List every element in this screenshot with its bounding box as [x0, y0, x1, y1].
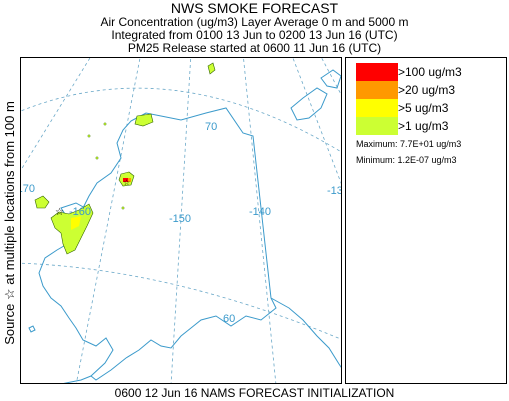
alaska-map: ☆ ☆ -170 -160 -150 -140 -130 70 60 [21, 58, 342, 383]
source-label-text: Source ☆ at multiple locations from 100 … [2, 101, 17, 345]
lon-line-150 [170, 58, 192, 383]
plume-far-north [207, 62, 216, 75]
legend-label-20: >20 ug/m3 [398, 83, 456, 97]
lon-label-160: -160 [69, 206, 91, 218]
panhandle-coast [270, 297, 341, 368]
legend-item-100: >100 ug/m3 [356, 63, 496, 81]
plume-hotspot-red [123, 178, 128, 182]
legend-item-20: >20 ug/m3 [356, 81, 496, 99]
lon-line-160 [75, 58, 141, 383]
map-panel: ☆ ☆ -170 -160 -150 -140 -130 70 60 [20, 57, 342, 384]
integration-period: Integrated from 0100 13 Jun to 0200 13 J… [111, 28, 398, 42]
concentration-subtitle: Air Concentration (ug/m3) Layer Average … [100, 15, 409, 29]
legend-panel: >100 ug/m3 >20 ug/m3 >5 ug/m3 >1 ug/m3 M… [345, 57, 507, 384]
lon-label-130: -130 [327, 185, 342, 197]
source-markers: ☆ ☆ [55, 178, 130, 218]
legend-item-1: >1 ug/m3 [356, 117, 496, 135]
aleutian-chain [63, 375, 92, 383]
lat-label-70: 70 [205, 121, 217, 133]
arctic-island [320, 69, 341, 89]
legend-label-5: >5 ug/m3 [398, 101, 449, 115]
legend-label-1: >1 ug/m3 [398, 119, 449, 133]
lat-label-60: 60 [223, 313, 235, 325]
lon-label-170: -170 [21, 183, 35, 195]
source-side-label: Source ☆ at multiple locations from 100 … [0, 58, 20, 388]
plume-dot-d [87, 134, 91, 138]
forecast-initialization: 0600 12 Jun 16 NAMS FORECAST INITIALIZAT… [114, 386, 395, 400]
legend-swatch-100 [356, 63, 398, 81]
plume-small-coastal [34, 195, 50, 209]
lat-line-70 [21, 87, 341, 153]
lon-line-120 [321, 58, 341, 96]
map-title: NWS SMOKE FORECAST [170, 0, 339, 16]
source-star-1: ☆ [55, 207, 64, 218]
plume-dot-b [95, 156, 99, 160]
plume-dot-a [103, 122, 107, 126]
plume-dot-c [121, 206, 125, 210]
smoke-plumes [34, 62, 216, 255]
legend-item-5: >5 ug/m3 [356, 99, 496, 117]
source-star-2: ☆ [123, 178, 130, 187]
lat-line-60 [21, 262, 341, 340]
legend-label-100: >100 ug/m3 [398, 65, 462, 79]
lon-label-150: -150 [169, 213, 191, 225]
lon-label-140: -140 [249, 206, 271, 218]
legend-swatch-5 [356, 99, 398, 117]
plume-north [134, 113, 154, 127]
legend-swatch-20 [356, 81, 398, 99]
arctic-coast [290, 87, 328, 121]
lon-line-140 [243, 58, 277, 383]
lon-line-170 [21, 58, 91, 171]
plume-large-west-core [71, 216, 81, 230]
release-start: PM25 Release started at 0600 11 Jun 16 (… [127, 41, 382, 55]
legend-swatch-1 [356, 117, 398, 135]
plume-hotspot-orange [128, 178, 131, 182]
lon-line-130 [292, 58, 341, 184]
bering-island [28, 325, 36, 333]
legend-maximum: Maximum: 7.7E+01 ug/m3 [356, 139, 462, 149]
legend-minimum: Minimum: 1.2E-07 ug/m3 [356, 155, 457, 165]
